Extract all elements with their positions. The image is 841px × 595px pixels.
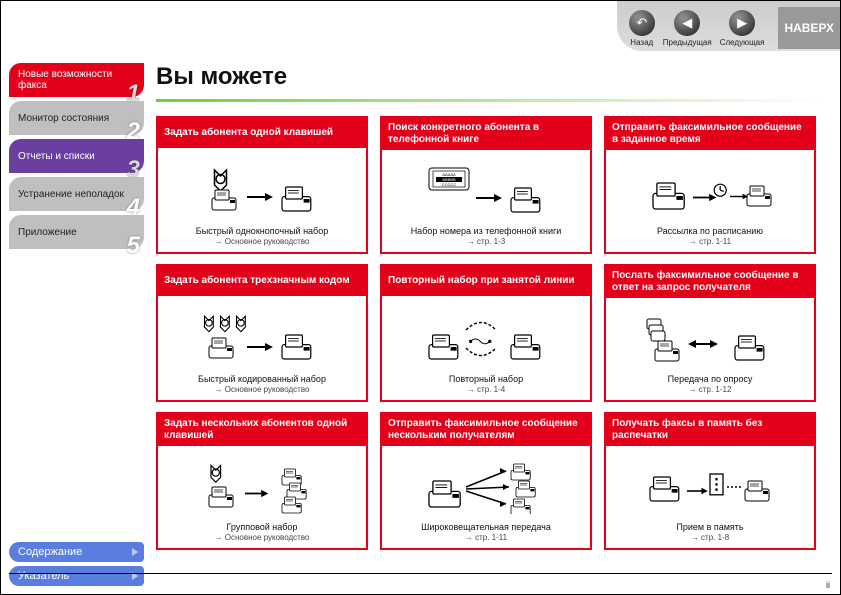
card-caption: Передача по опросу (668, 374, 753, 384)
card-reference: стр. 1-11 (465, 533, 507, 542)
card-head: Отправить факсимильное сообщение несколь… (382, 414, 590, 446)
card-caption: Быстрый кодированный набор (198, 374, 326, 384)
card-head: Повторный набор при занятой линии (382, 266, 590, 296)
feature-card-3[interactable]: Отправить факсимильное сообщение в задан… (604, 116, 816, 254)
card-body: Передача по опросустр. 1-12 (606, 298, 814, 400)
sidebar-item-number: 3 (127, 164, 140, 175)
nav-next-label: Следующая (720, 38, 765, 47)
main-content: Вы можете Задать абонента одной клавишей… (156, 63, 826, 550)
card-grid: Задать абонента одной клавишейБыстрый од… (156, 116, 826, 550)
card-illustration (164, 450, 360, 522)
card-body: Набор номера из телефонной книгистр. 1-3 (382, 150, 590, 252)
footer-rule (9, 573, 832, 574)
card-head: Задать абонента трехзначным кодом (158, 266, 366, 296)
nav-up-button[interactable]: НАВЕРХ (778, 7, 840, 49)
card-head: Отправить факсимильное сообщение в задан… (606, 118, 814, 150)
card-body: Прием в памятьстр. 1-8 (606, 446, 814, 548)
card-head: Задать абонента одной клавишей (158, 118, 366, 148)
card-caption: Повторный набор (449, 374, 523, 384)
sidebar-item-label: Приложение (18, 227, 77, 238)
sidebar-item-label: Монитор состояния (18, 113, 109, 124)
card-head: Получать факсы в память без распечатки (606, 414, 814, 446)
sidebar-item-number: 1 (127, 88, 140, 99)
card-reference: стр. 1-12 (689, 385, 732, 394)
tab-index-label: Указатель (18, 570, 69, 582)
tab-contents-label: Содержание (18, 546, 82, 558)
sidebar-item-label: Устранение неполадок (18, 189, 124, 200)
card-illustration (388, 450, 584, 522)
sidebar-item-label: Новые возможности факса (18, 69, 137, 91)
sidebar-item-label: Отчеты и списки (18, 151, 95, 162)
card-body: Быстрый однокнопочный наборОсновное руко… (158, 148, 366, 252)
next-icon: ▶ (729, 10, 755, 36)
feature-card-6[interactable]: Послать факсимильное сообщение в ответ н… (604, 264, 816, 402)
card-reference: стр. 1-3 (467, 237, 505, 246)
card-head: Послать факсимильное сообщение в ответ н… (606, 266, 814, 298)
sidebar-item-2[interactable]: Монитор состояния 2 (9, 101, 144, 135)
nav-prev-label: Предыдущая (663, 38, 712, 47)
card-body: Групповой наборОсновное руководство (158, 446, 366, 548)
card-caption: Набор номера из телефонной книги (411, 226, 562, 236)
card-reference: Основное руководство (215, 385, 310, 394)
nav-up-label: НАВЕРХ (784, 21, 834, 35)
page-title: Вы можете (156, 63, 826, 91)
card-body: Повторный наборстр. 1-4 (382, 296, 590, 400)
card-head: Поиск конкретного абонента в телефонной … (382, 118, 590, 150)
back-icon: ↶ (629, 10, 655, 36)
feature-card-7[interactable]: Задать нескольких абонентов одной клавиш… (156, 412, 368, 550)
sidebar-item-5[interactable]: Приложение 5 (9, 215, 144, 249)
sidebar-item-4[interactable]: Устранение неполадок4 (9, 177, 144, 211)
feature-card-5[interactable]: Повторный набор при занятой линииПовторн… (380, 264, 592, 402)
card-caption: Прием в память (676, 522, 743, 532)
prev-icon: ◀ (674, 10, 700, 36)
card-reference: стр. 1-8 (691, 533, 729, 542)
card-body: Широковещательная передачастр. 1-11 (382, 446, 590, 548)
feature-card-8[interactable]: Отправить факсимильное сообщение несколь… (380, 412, 592, 550)
sidebar-item-1[interactable]: Новые возможности факса1 (9, 63, 144, 97)
nav-back-label: Назад (630, 38, 653, 47)
card-caption: Широковещательная передача (421, 522, 551, 532)
card-caption: Рассылка по расписанию (657, 226, 763, 236)
top-nav: ↶ Назад ◀ Предыдущая ▶ Следующая НАВЕРХ (617, 1, 840, 51)
card-head: Задать нескольких абонентов одной клавиш… (158, 414, 366, 446)
card-reference: стр. 1-4 (467, 385, 505, 394)
feature-card-4[interactable]: Задать абонента трехзначным кодомБыстрый… (156, 264, 368, 402)
tab-index[interactable]: Указатель (9, 566, 144, 586)
nav-next-button[interactable]: ▶ Следующая (720, 10, 765, 47)
sidebar-item-number: 5 (127, 240, 140, 251)
card-illustration (164, 152, 360, 226)
card-illustration (388, 154, 584, 226)
card-body: Быстрый кодированный наборОсновное руков… (158, 296, 366, 400)
card-body: Рассылка по расписаниюстр. 1-11 (606, 150, 814, 252)
sidebar-item-number: 2 (127, 126, 140, 137)
nav-prev-button[interactable]: ◀ Предыдущая (663, 10, 712, 47)
card-illustration (388, 300, 584, 374)
card-illustration (612, 302, 808, 374)
feature-card-1[interactable]: Задать абонента одной клавишейБыстрый од… (156, 116, 368, 254)
sidebar-item-3[interactable]: Отчеты и списки 3 (9, 139, 144, 173)
sidebar-item-number: 4 (127, 202, 140, 213)
nav-back-button[interactable]: ↶ Назад (629, 10, 655, 47)
title-rule (156, 99, 826, 102)
tab-contents[interactable]: Содержание (9, 542, 144, 562)
sidebar: Новые возможности факса1 Монитор состояни… (9, 63, 144, 253)
bottom-tabs: Содержание Указатель (9, 538, 144, 586)
card-caption: Групповой набор (227, 522, 298, 532)
card-illustration (612, 450, 808, 522)
card-reference: Основное руководство (215, 533, 310, 542)
card-illustration (164, 300, 360, 374)
card-illustration (612, 154, 808, 226)
feature-card-9[interactable]: Получать факсы в память без распечаткиПр… (604, 412, 816, 550)
page-number: ii (826, 580, 830, 590)
card-caption: Быстрый однокнопочный набор (196, 226, 328, 236)
card-reference: стр. 1-11 (689, 237, 731, 246)
card-reference: Основное руководство (215, 237, 310, 246)
feature-card-2[interactable]: Поиск конкретного абонента в телефонной … (380, 116, 592, 254)
